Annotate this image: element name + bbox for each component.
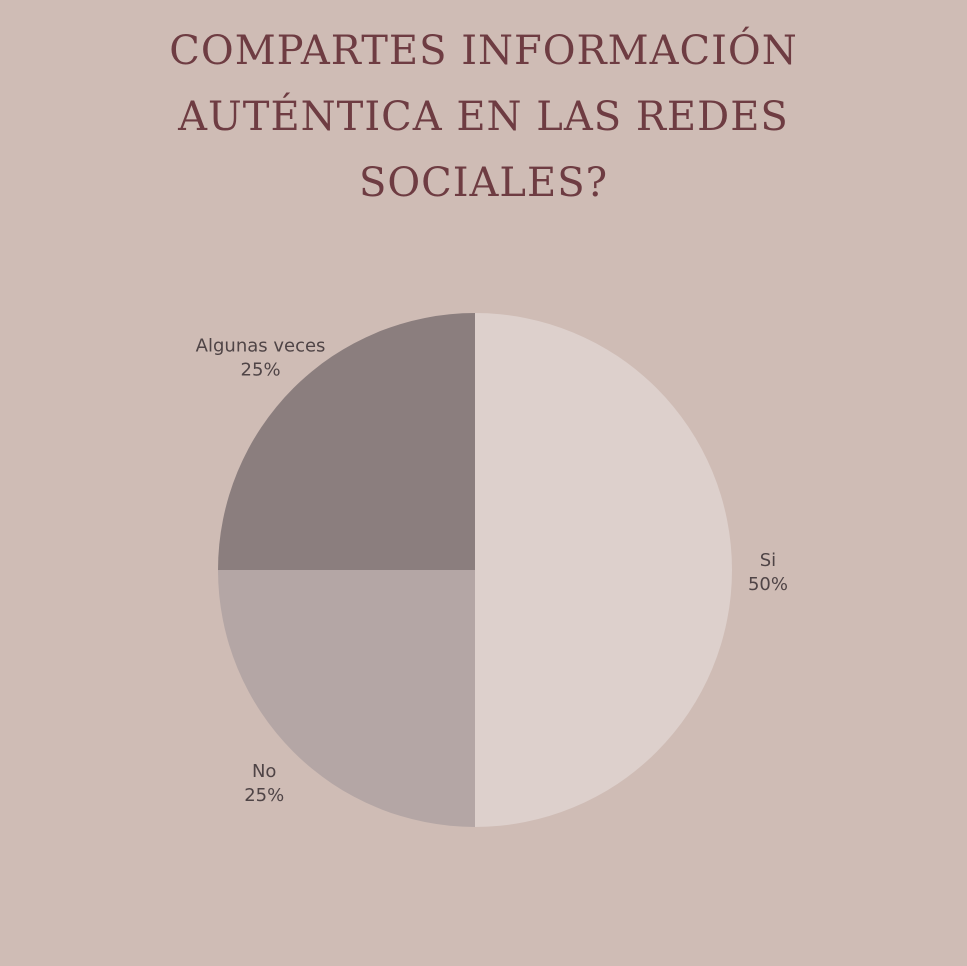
slice-value-no: 25% xyxy=(244,785,284,806)
slice-value-algunas-veces: 25% xyxy=(241,360,281,381)
chart-title-line-3: SOCIALES? xyxy=(358,160,609,206)
slice-label-algunas-veces: Algunas veces xyxy=(196,336,326,357)
slice-label-no: No xyxy=(252,761,276,782)
pie-slice-si xyxy=(475,313,732,827)
chart-title-line-2: AUTÉNTICA EN LAS REDES xyxy=(178,94,789,140)
chart-title-line-1: COMPARTES INFORMACIÓN xyxy=(169,28,798,74)
slice-value-si: 50% xyxy=(748,574,788,595)
pie-slice-no xyxy=(218,570,475,827)
chart-title: COMPARTES INFORMACIÓN AUTÉNTICA EN LAS R… xyxy=(0,18,967,216)
slice-label-si: Si xyxy=(760,550,776,571)
pie-slice-algunas-veces xyxy=(218,313,475,570)
